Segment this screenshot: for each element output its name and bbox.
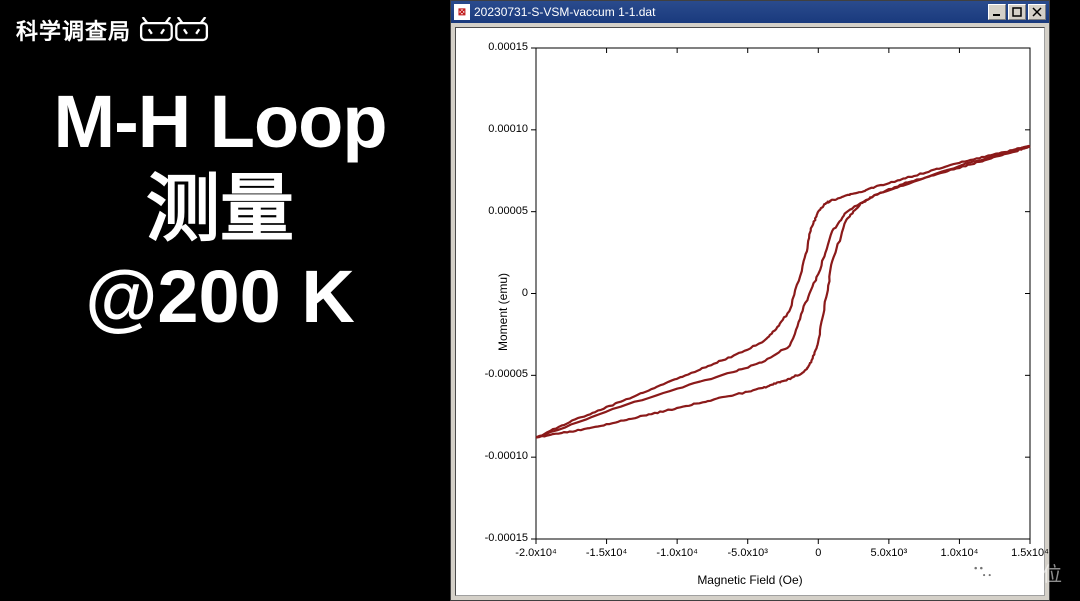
y-tick-label: 0 (522, 287, 528, 299)
window-titlebar[interactable]: ⊠ 20230731-S-VSM-vaccum 1-1.dat (451, 1, 1049, 23)
plot-svg (456, 28, 1044, 595)
x-tick-label: -1.5x10⁴ (586, 547, 627, 559)
y-axis-label: Moment (emu) (496, 272, 510, 350)
chart-window: ⊠ 20230731-S-VSM-vaccum 1-1.dat Moment (… (450, 0, 1050, 601)
chart-canvas: Moment (emu) Magnetic Field (Oe) -2.0x10… (455, 27, 1045, 596)
window-title: 20230731-S-VSM-vaccum 1-1.dat (474, 5, 988, 19)
x-tick-label: 5.0x10³ (870, 547, 907, 559)
y-tick-label: -0.00010 (485, 450, 528, 462)
wechat-icon (968, 559, 996, 587)
y-tick-label: 0.00010 (488, 123, 528, 135)
y-tick-label: -0.00005 (485, 368, 528, 380)
x-tick-label: -2.0x10⁴ (515, 547, 556, 559)
x-tick-label: -1.0x10⁴ (656, 547, 697, 559)
page-title: M-H Loop 测量 @200 K (0, 78, 440, 340)
brand: 科学调查局 (16, 14, 209, 46)
maximize-button[interactable] (1008, 4, 1026, 20)
x-tick-label: 0 (815, 547, 821, 559)
watermark: 量子位 (968, 558, 1062, 587)
window-controls (988, 4, 1046, 20)
title-line-2: 测量 (0, 165, 440, 252)
y-tick-label: 0.00005 (488, 205, 528, 217)
title-line-1: M-H Loop (0, 78, 440, 165)
title-line-3: @200 K (0, 253, 440, 340)
y-tick-label: 0.00015 (488, 41, 528, 53)
app-icon: ⊠ (454, 4, 470, 20)
chart-area: Moment (emu) Magnetic Field (Oe) -2.0x10… (451, 23, 1049, 600)
x-tick-label: -5.0x10³ (728, 547, 768, 559)
y-tick-label: -0.00015 (485, 532, 528, 544)
close-button[interactable] (1028, 4, 1046, 20)
brand-text: 科学调查局 (16, 14, 131, 46)
minimize-button[interactable] (988, 4, 1006, 20)
watermark-text: 量子位 (1002, 558, 1062, 587)
bilibili-icon (139, 17, 209, 43)
x-axis-label: Magnetic Field (Oe) (697, 573, 802, 587)
